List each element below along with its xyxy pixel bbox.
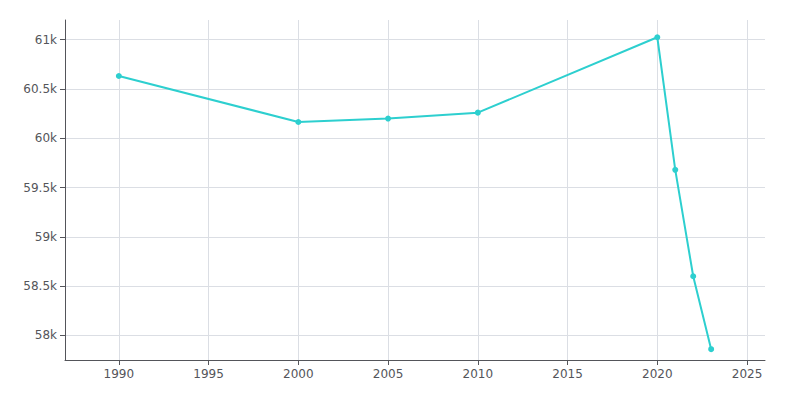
- svg-text:2020: 2020: [642, 367, 673, 381]
- svg-text:61k: 61k: [35, 33, 57, 47]
- svg-text:58k: 58k: [35, 328, 57, 342]
- svg-text:59.5k: 59.5k: [23, 181, 57, 195]
- svg-text:2010: 2010: [463, 367, 494, 381]
- svg-text:2025: 2025: [732, 367, 763, 381]
- svg-text:58.5k: 58.5k: [23, 279, 57, 293]
- svg-text:60k: 60k: [35, 131, 57, 145]
- svg-text:59k: 59k: [35, 230, 57, 244]
- svg-text:2000: 2000: [283, 367, 314, 381]
- svg-text:1990: 1990: [104, 367, 135, 381]
- svg-text:1995: 1995: [193, 367, 224, 381]
- svg-text:2015: 2015: [552, 367, 583, 381]
- svg-text:60.5k: 60.5k: [23, 82, 57, 96]
- svg-text:2005: 2005: [373, 367, 404, 381]
